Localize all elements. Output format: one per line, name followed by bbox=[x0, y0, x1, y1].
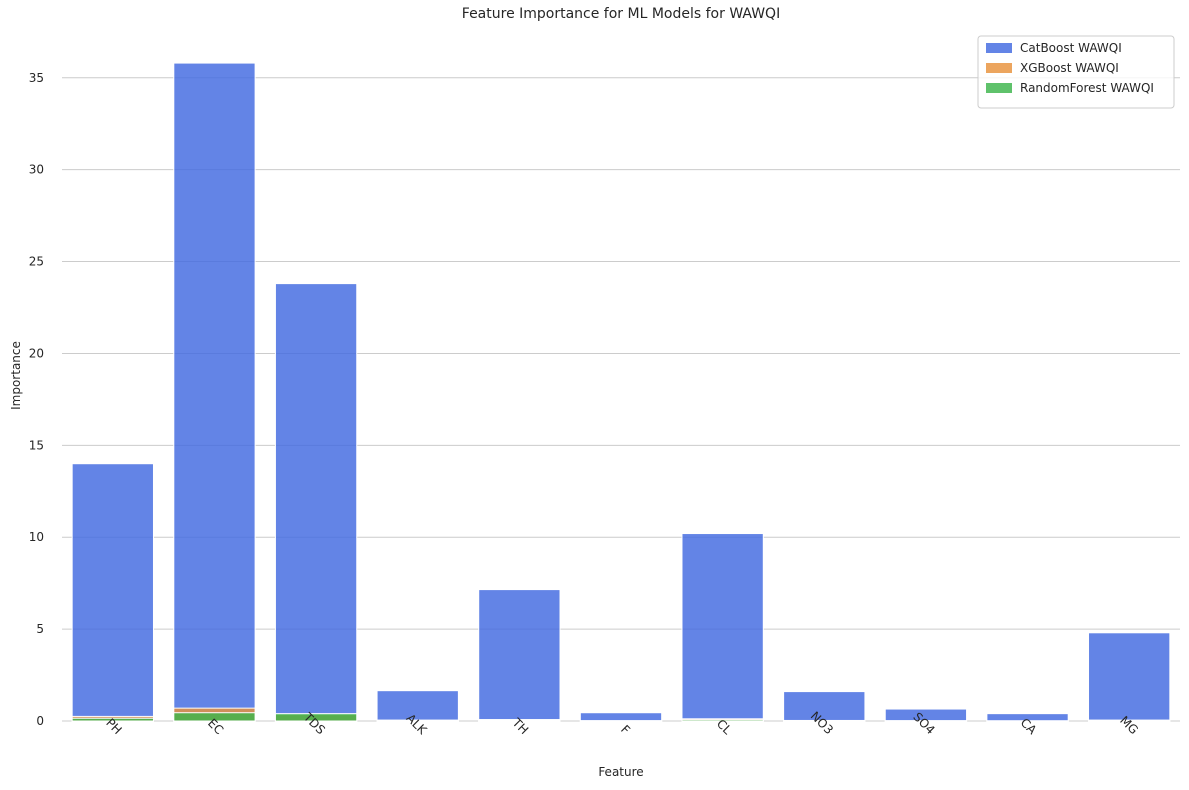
bar-catboost-cl bbox=[681, 533, 764, 722]
legend-label: CatBoost WAWQI bbox=[1020, 41, 1122, 55]
y-tick-label: 10 bbox=[29, 530, 44, 544]
y-tick-label: 15 bbox=[29, 438, 44, 452]
bars-layer bbox=[71, 62, 1171, 722]
bar-randomforest-cl bbox=[681, 719, 764, 722]
y-axis-label: Importance bbox=[9, 341, 23, 410]
bar-catboost-no3 bbox=[783, 691, 866, 722]
x-axis-label: Feature bbox=[598, 765, 643, 779]
legend-swatch bbox=[986, 83, 1012, 93]
bar-catboost-f bbox=[579, 712, 663, 722]
bar-randomforest-tds bbox=[274, 713, 358, 722]
y-tick-label: 20 bbox=[29, 346, 44, 360]
bar-randomforest-ph bbox=[71, 717, 154, 722]
bar-randomforest-mg bbox=[1088, 719, 1171, 722]
legend-label: XGBoost WAWQI bbox=[1020, 61, 1119, 75]
legend-swatch bbox=[986, 43, 1012, 53]
bar-randomforest-th bbox=[478, 719, 561, 722]
y-tick-label: 35 bbox=[29, 71, 44, 85]
y-tick-label: 30 bbox=[29, 163, 44, 177]
bar-catboost-ph bbox=[71, 463, 154, 722]
bar-catboost-mg bbox=[1088, 632, 1171, 722]
bar-randomforest-alk bbox=[376, 719, 459, 722]
legend-box bbox=[977, 35, 1175, 109]
y-tick-label: 5 bbox=[36, 622, 44, 636]
y-tick-labels: 0 5 10 15 20 25 30 35 bbox=[29, 71, 44, 728]
bar-catboost-tds bbox=[274, 283, 358, 722]
y-tick-label: 25 bbox=[29, 255, 44, 269]
y-tick-label: 0 bbox=[36, 714, 44, 728]
legend-swatch bbox=[986, 63, 1012, 73]
bar-randomforest-ec bbox=[173, 712, 256, 722]
legend-label: RandomForest WAWQI bbox=[1020, 81, 1154, 95]
bar-catboost-th bbox=[478, 589, 561, 722]
bar-catboost-alk bbox=[376, 690, 459, 722]
bar-catboost-ec bbox=[173, 62, 256, 722]
chart-title: Feature Importance for ML Models for WAW… bbox=[462, 6, 780, 22]
legend: CatBoost WAWQI XGBoost WAWQI RandomForest … bbox=[977, 35, 1175, 109]
